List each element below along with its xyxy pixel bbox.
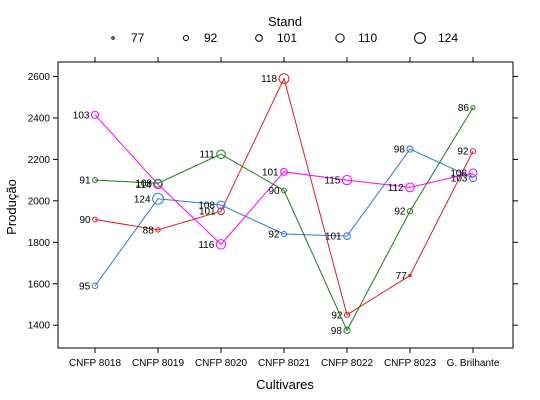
- data-point: [278, 73, 290, 84]
- x-tick-label: CNFP 8019: [132, 358, 185, 369]
- point-label: 114: [136, 180, 152, 191]
- x-tick-label: CNFP 8020: [195, 358, 248, 369]
- point-label: 92: [394, 207, 406, 218]
- point-label: 111: [200, 150, 216, 161]
- point-label: 108: [450, 168, 467, 179]
- point-label: 77: [396, 271, 408, 282]
- data-point: [92, 177, 98, 184]
- point-label: 86: [458, 103, 470, 114]
- x-axis: CNFP 8018 CNFP 8019 CNFP 8020 CNFP 8021 CNFP…: [69, 57, 500, 369]
- point-label: 118: [261, 74, 277, 85]
- point-label: 103: [451, 174, 468, 185]
- data-point: [343, 232, 351, 240]
- legend-label: 124: [438, 31, 458, 45]
- point-label: 124: [134, 194, 151, 205]
- series-line: [94, 148, 474, 287]
- legend-items: 77 92 101 110 124: [111, 31, 458, 45]
- y-tick-label: 1800: [28, 238, 51, 249]
- legend-title: Stand: [268, 14, 302, 29]
- data-point: [469, 148, 477, 155]
- legend-label: 77: [131, 31, 145, 45]
- point-label: 112: [388, 183, 404, 194]
- series-line: [94, 77, 474, 316]
- point-label: 115: [324, 176, 340, 187]
- point-label: 92: [268, 230, 280, 241]
- series-line: [94, 107, 474, 332]
- y-tick-label: 2400: [28, 113, 51, 124]
- series-2: 103 114 116 101 115 112 108: [73, 110, 478, 251]
- data-point: [216, 200, 226, 210]
- legend-symbol: [335, 33, 345, 43]
- x-tick-label: CNFP 8018: [69, 358, 122, 369]
- data-point: [408, 273, 412, 278]
- series-0: 90 88 101 118 92 77 92: [80, 73, 477, 321]
- point-label: 95: [79, 281, 91, 292]
- point-label: 98: [394, 145, 406, 156]
- data-point: [215, 239, 227, 250]
- legend-label: 92: [204, 31, 218, 45]
- data-point: [281, 187, 287, 194]
- legend-label: 110: [358, 31, 377, 45]
- data-point: [217, 207, 225, 216]
- point-label: 90: [80, 215, 92, 226]
- data-point: [153, 178, 163, 188]
- data-point: [92, 216, 98, 223]
- x-tick-label: G. Brilhante: [447, 358, 500, 369]
- data-point: [341, 175, 353, 186]
- point-label: 108: [198, 201, 215, 212]
- point-label: 92: [457, 147, 469, 158]
- data-point: [216, 149, 226, 159]
- data-point: [405, 182, 415, 193]
- series-layer: 90 88 101 118 92 77 92 95 124 108 92 101 98 103 103 114…: [73, 73, 478, 337]
- data-point: [90, 110, 100, 119]
- legend-symbol: [182, 34, 190, 42]
- data-point: [343, 326, 351, 334]
- point-label: 116: [198, 240, 214, 251]
- legend: Stand 77 92 101 110 124: [111, 14, 458, 45]
- y-axis-title: Produção: [4, 179, 19, 235]
- data-point: [406, 208, 414, 215]
- data-point: [468, 174, 478, 183]
- series-line: [94, 114, 474, 246]
- x-axis-title: Cultivares: [256, 377, 314, 392]
- series-3: 91 108 111 90 98 92 86: [79, 103, 476, 337]
- y-tick-label: 1400: [28, 321, 51, 332]
- data-point: [470, 105, 476, 111]
- data-point: [343, 311, 351, 318]
- data-point: [280, 167, 288, 176]
- y-axis: 1400 1600 1800 2000 2200 2400 2600: [28, 72, 518, 332]
- y-tick-label: 2000: [28, 196, 51, 207]
- y-tick-label: 2600: [28, 72, 51, 83]
- point-label: 101: [262, 167, 279, 178]
- point-label: 103: [73, 110, 90, 121]
- legend-label: 101: [277, 31, 297, 45]
- x-tick-label: CNFP 8023: [384, 358, 437, 369]
- data-point: [406, 145, 414, 153]
- x-tick-label: CNFP 8021: [258, 358, 311, 369]
- data-point: [152, 192, 164, 205]
- point-label: 98: [331, 326, 343, 337]
- x-tick-label: CNFP 8022: [321, 358, 374, 369]
- data-point: [155, 227, 161, 233]
- legend-symbol: [414, 32, 426, 44]
- point-label: 88: [143, 225, 155, 236]
- legend-symbol: [111, 36, 115, 40]
- data-point: [280, 230, 288, 238]
- y-tick-label: 2200: [28, 155, 51, 166]
- series-1: 95 124 108 92 101 98 103: [79, 145, 478, 292]
- point-label: 101: [325, 232, 342, 243]
- plot-panel: [57, 61, 514, 349]
- data-point: [91, 282, 99, 290]
- y-tick-label: 1600: [28, 279, 51, 290]
- data-point: [468, 168, 478, 178]
- point-label: 90: [269, 186, 281, 197]
- point-label: 92: [331, 310, 343, 321]
- point-label: 108: [135, 179, 152, 190]
- legend-symbol: [255, 34, 263, 42]
- point-label: 91: [79, 176, 91, 187]
- point-label: 101: [199, 207, 216, 218]
